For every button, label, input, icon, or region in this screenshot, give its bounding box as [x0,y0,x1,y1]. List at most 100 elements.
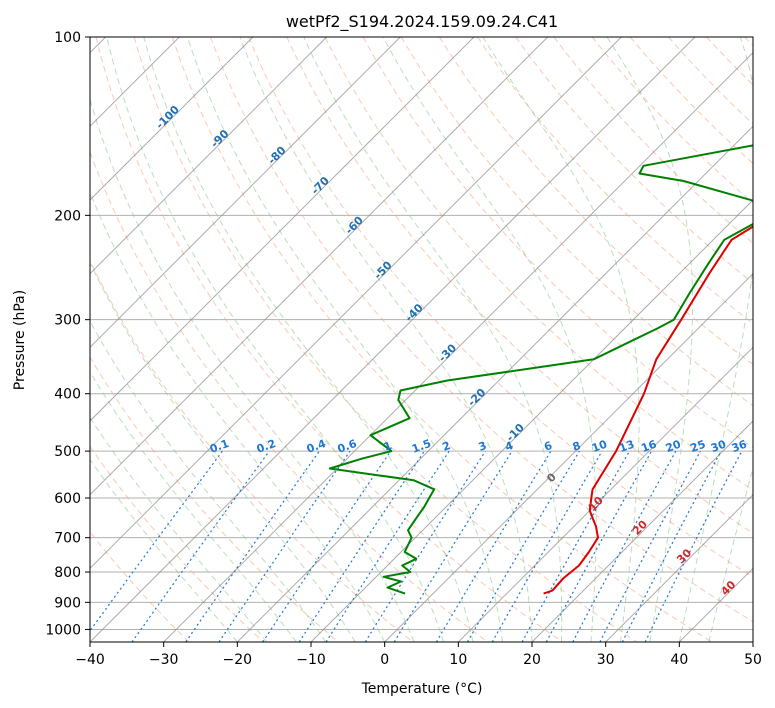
mixing-ratio-label: 0.6 [336,437,359,456]
mixing-ratio-label: 16 [640,438,659,456]
isotherm-line [90,37,475,422]
mixing-ratio-line [466,450,580,642]
temperature-profile-line [543,225,753,595]
moist-adiabat-line [382,37,597,642]
isotherm-line [310,199,753,642]
mixing-ratio-line [325,450,450,642]
moist-adiabat-line [90,416,268,642]
mixing-ratio-label: 8 [571,439,583,454]
x-tick-label: 0 [380,652,389,668]
moist-adiabat-line [90,320,327,642]
x-tick-label: −20 [223,652,253,668]
mixing-ratio-line [90,450,223,632]
moist-adiabat-line [708,465,753,642]
mixing-ratio-label: 2 [441,439,453,454]
y-tick-label: 800 [54,565,81,581]
y-tick-label: 1000 [45,622,81,638]
mixing-ratio-label: 10 [590,438,609,456]
plot-frame [89,36,754,643]
mixing-ratio-label: 1.5 [410,437,433,456]
dry-adiabat-line [90,445,264,642]
isotherm-line [90,37,622,570]
y-tick-label: 600 [54,491,81,507]
moist-adiabat-line [187,37,503,642]
y-tick-label: 200 [54,208,81,224]
mixing-ratio-label: 4 [503,439,515,454]
mixing-ratio-label: 13 [617,438,636,455]
mixing-ratio-line [621,450,722,642]
x-tick-label: 20 [523,652,541,668]
mixing-ratio-label: 36 [730,438,749,456]
dry-adiabat-line [438,37,753,366]
isotherm-line [90,37,328,275]
mixing-ratio-label: 20 [664,438,683,456]
profile-lines [328,144,753,595]
mixing-ratio-line [364,450,486,642]
moist-adiabat-line [606,37,694,642]
x-tick-label: −30 [149,652,179,668]
mixing-ratio-label: 25 [689,438,708,455]
mixing-ratio-line [393,450,513,642]
x-tick-label: −40 [75,652,105,668]
moist-adiabat-line [90,370,297,642]
dry-adiabat-line [286,37,753,534]
moist-adiabat-line [90,261,356,642]
dry-adiabat-line [553,37,753,244]
isotherm-line [90,37,254,201]
dry-adiabat-line [90,356,339,642]
mixing-ratio-label: 30 [709,438,728,456]
moist-adiabat-line [303,37,563,642]
y-tick-label: 400 [54,387,81,403]
mixing-ratio-label: 0.1 [208,437,231,456]
moist-adiabat-line [482,37,640,642]
dry-adiabat-line [133,37,638,642]
plot-area: -100-90-80-70-60-50-40-30-20-100.1 0.2 0.4… [90,37,753,642]
x-tick-label: 10 [449,652,467,668]
mixing-ratio-line [545,450,653,642]
isotherm-line [90,37,549,496]
mixing-ratio-line [185,450,320,642]
moist-adiabat-line [90,458,238,642]
chart-title: wetPf2_S194.2024.159.09.24.C41 [286,12,558,32]
mixing-ratio-line [131,450,270,642]
dry-adiabat-line [400,37,753,407]
mixing-ratio-label: 1 [382,439,394,454]
isotherm-line [605,493,753,642]
dry-adiabat-line [210,37,753,623]
moist-adiabat-line [143,37,474,642]
y-axis-label: Pressure (hPa) [12,290,28,390]
dry-adiabat-line [171,37,712,642]
moist-adiabat-line [678,37,753,642]
mixing-ratio-label: 3 [477,439,489,454]
x-tick-label: −10 [296,652,326,668]
mixing-ratio-line [298,450,425,642]
x-axis-label: Temperature (°C) [361,681,483,697]
isotherm-line [236,125,753,642]
mixing-ratio-label: 0.4 [305,437,328,456]
isotherm-line [90,37,401,349]
dry-adiabat-line [95,37,563,642]
y-tick-label: 700 [54,531,81,547]
x-tick-label: 30 [597,652,615,668]
mixing-ratio-label: 6 [542,439,554,454]
axes: −40 −30 −20 −10 0 10 20 30 40 5010020030040050060… [45,30,762,668]
dry-adiabat-line [248,37,753,578]
dewpoint-profile-line [328,144,753,595]
dry-adiabat-line [591,37,753,204]
mixing-ratio-line [572,450,677,642]
isotherm-line [163,51,753,642]
mixing-ratio-line [521,450,631,642]
y-tick-label: 500 [54,444,81,460]
mixing-ratio-line [644,450,743,642]
dry-adiabat-line [90,259,414,642]
isotherm-line [384,272,753,642]
moist-adiabat-line [90,190,386,642]
y-tick-label: 100 [54,30,81,46]
mixing-ratio-line [599,450,702,642]
x-tick-label: 50 [744,652,762,668]
y-tick-label: 900 [54,595,81,611]
y-tick-label: 300 [54,313,81,329]
mixing-ratio-line [491,450,603,642]
